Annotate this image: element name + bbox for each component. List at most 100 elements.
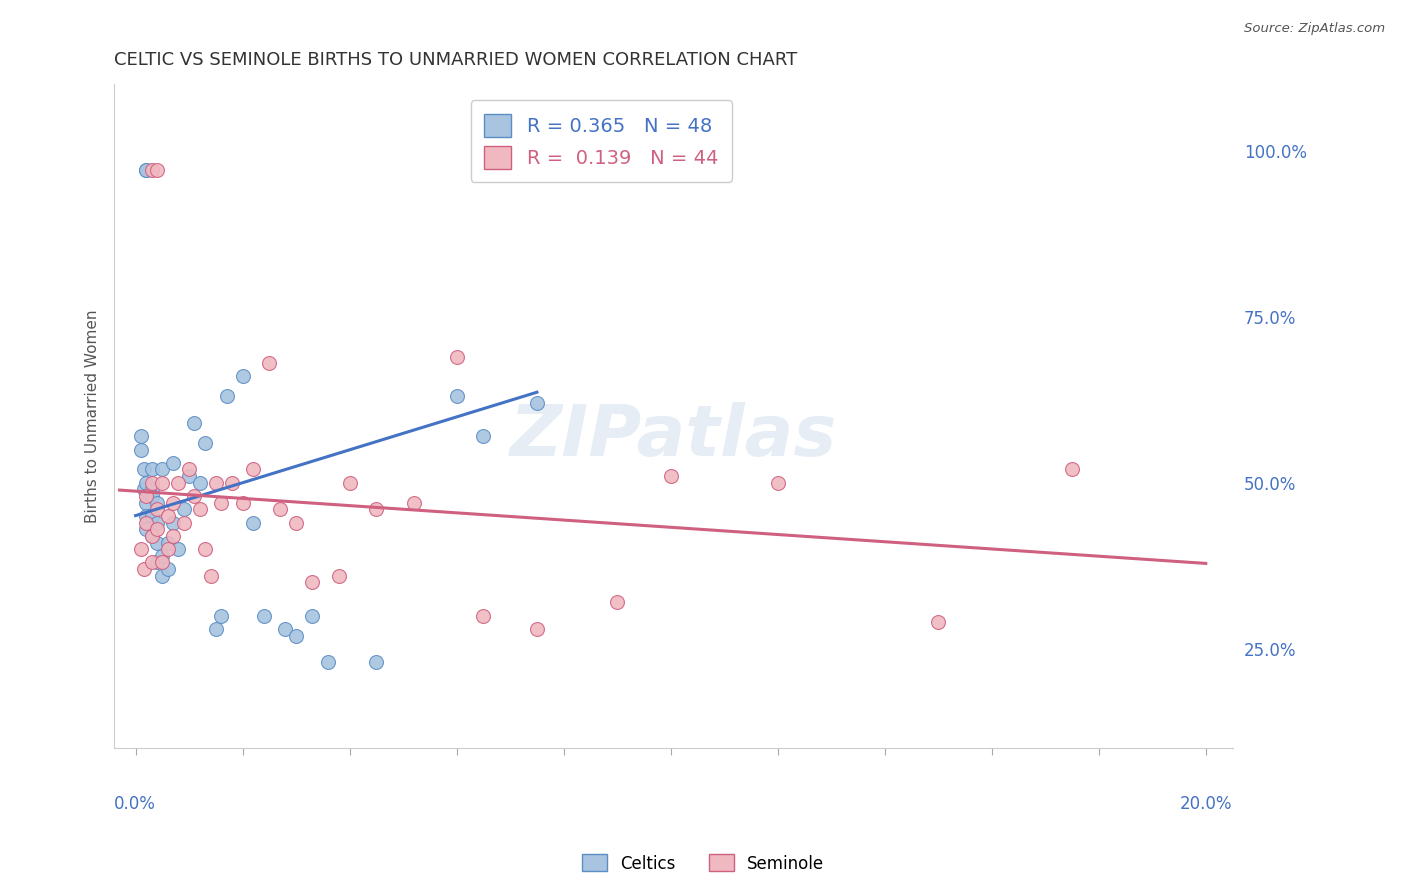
Point <box>132 483 155 497</box>
Point <box>1060 462 1083 476</box>
Point <box>242 462 264 476</box>
Text: ZIPatlas: ZIPatlas <box>509 401 837 471</box>
Point <box>472 608 495 623</box>
Point <box>156 535 179 549</box>
Text: CELTIC VS SEMINOLE BIRTHS TO UNMARRIED WOMEN CORRELATION CHART: CELTIC VS SEMINOLE BIRTHS TO UNMARRIED W… <box>114 51 797 69</box>
Y-axis label: Births to Unmarried Women: Births to Unmarried Women <box>86 310 100 523</box>
Point <box>633 163 655 178</box>
Point <box>242 516 264 530</box>
Point <box>146 522 169 536</box>
Point <box>301 575 323 590</box>
Point <box>194 435 217 450</box>
Point <box>402 496 425 510</box>
Point <box>162 516 184 530</box>
Point <box>146 496 169 510</box>
Point <box>659 469 682 483</box>
Point <box>150 462 173 476</box>
Point <box>269 502 291 516</box>
Point <box>472 429 495 443</box>
Point <box>135 489 157 503</box>
Point <box>141 462 163 476</box>
Point <box>156 562 179 576</box>
Point <box>316 655 339 669</box>
Point <box>150 549 173 563</box>
Point <box>209 496 232 510</box>
Point <box>177 469 200 483</box>
Text: 20.0%: 20.0% <box>1180 795 1233 813</box>
Point <box>141 489 163 503</box>
Point <box>232 496 254 510</box>
Point <box>183 416 205 430</box>
Point <box>162 456 184 470</box>
Point <box>162 529 184 543</box>
Point <box>129 442 152 457</box>
Point <box>253 608 276 623</box>
Legend: R = 0.365   N = 48, R =  0.139   N = 44: R = 0.365 N = 48, R = 0.139 N = 44 <box>471 101 733 182</box>
Point <box>135 522 157 536</box>
Point <box>150 475 173 490</box>
Point <box>167 475 190 490</box>
Point <box>200 568 222 582</box>
Point <box>194 542 217 557</box>
Text: 0.0%: 0.0% <box>114 795 156 813</box>
Point <box>205 622 228 636</box>
Point <box>141 556 163 570</box>
Point <box>135 516 157 530</box>
Point <box>259 356 281 370</box>
Point <box>135 508 157 523</box>
Point <box>146 516 169 530</box>
Point <box>446 350 468 364</box>
Point <box>141 483 163 497</box>
Point <box>141 508 163 523</box>
Point <box>141 529 163 543</box>
Point <box>162 496 184 510</box>
Point <box>526 396 548 410</box>
Point <box>526 622 548 636</box>
Point <box>221 475 243 490</box>
Point <box>150 556 173 570</box>
Point <box>686 163 709 178</box>
Point <box>274 622 297 636</box>
Point <box>446 389 468 403</box>
Point <box>146 163 169 178</box>
Point <box>135 496 157 510</box>
Point <box>129 542 152 557</box>
Point <box>146 502 169 516</box>
Point <box>183 489 205 503</box>
Point <box>301 608 323 623</box>
Point <box>177 462 200 476</box>
Point <box>135 163 157 178</box>
Point <box>156 508 179 523</box>
Text: Source: ZipAtlas.com: Source: ZipAtlas.com <box>1244 22 1385 36</box>
Point <box>141 529 163 543</box>
Point <box>205 475 228 490</box>
Point <box>215 389 238 403</box>
Point <box>135 475 157 490</box>
Point <box>146 535 169 549</box>
Point <box>150 568 173 582</box>
Point <box>167 542 190 557</box>
Point <box>141 475 163 490</box>
Point <box>173 516 195 530</box>
Point <box>766 475 789 490</box>
Point <box>606 595 628 609</box>
Point <box>188 502 211 516</box>
Point <box>328 568 350 582</box>
Point <box>339 475 361 490</box>
Point <box>135 163 157 178</box>
Point <box>141 163 163 178</box>
Point <box>285 516 308 530</box>
Point <box>366 655 388 669</box>
Point <box>132 562 155 576</box>
Point <box>285 628 308 642</box>
Point <box>173 502 195 516</box>
Point <box>232 369 254 384</box>
Point <box>927 615 949 630</box>
Point <box>146 556 169 570</box>
Point <box>129 429 152 443</box>
Point <box>156 542 179 557</box>
Point <box>188 475 211 490</box>
Point <box>209 608 232 623</box>
Point <box>366 502 388 516</box>
Point <box>132 462 155 476</box>
